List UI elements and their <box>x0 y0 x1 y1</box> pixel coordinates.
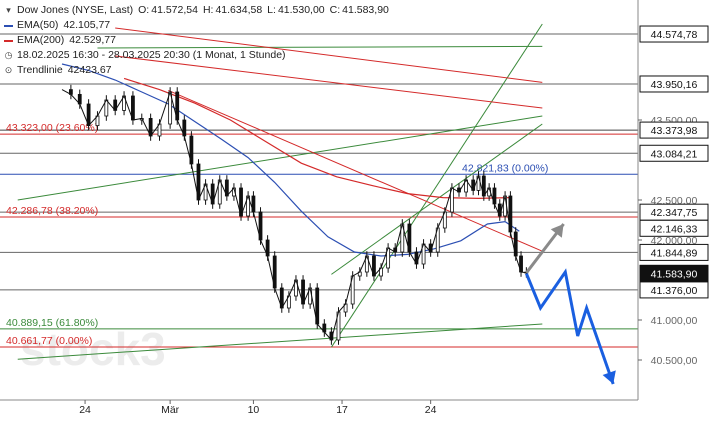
y-axis-label: 41.000,00 <box>651 315 698 327</box>
scenario-up-arrow-head <box>550 224 564 238</box>
y-axis-label: 41.844,89 <box>651 247 698 259</box>
watermark-text: stock3 <box>20 323 166 375</box>
ohlc-open-label: O: <box>138 4 150 16</box>
x-tick-label: 24 <box>425 404 437 416</box>
ohlc-close: 41.583,90 <box>342 4 389 16</box>
y-axis-label: 42.347,75 <box>651 207 698 219</box>
y-label-box-4 <box>639 144 709 162</box>
ema50-line <box>61 63 520 257</box>
level-label: 43.323,00 (23.60%) <box>6 122 98 134</box>
trendline-4 <box>97 45 543 49</box>
x-tick-label: Mär <box>161 404 180 416</box>
y-axis-label: 42.146,33 <box>651 223 698 235</box>
price-line <box>61 89 527 342</box>
clock-icon: ◷ <box>4 50 13 60</box>
legend-period: ◷ 18.02.2025 16:30 - 28.03.2025 20:30 (1… <box>4 48 389 63</box>
ema50-swatch <box>4 24 13 27</box>
y-axis-label: 44.574,78 <box>651 29 698 41</box>
scenario-down-arrow-path <box>525 268 615 385</box>
y-axis-label: 41.376,00 <box>651 285 698 297</box>
trendline-7 <box>168 89 543 252</box>
y-axis-label: 43.084,21 <box>651 148 698 160</box>
trendline-1 <box>17 323 543 360</box>
y-label-box-0 <box>639 25 709 43</box>
level-label: 40.889,15 (61.80%) <box>6 317 98 329</box>
y-label-box-10 <box>639 264 709 282</box>
ema200-swatch <box>4 39 13 42</box>
ohlc-open: 41.572,54 <box>151 4 198 16</box>
trendline-5 <box>115 27 543 83</box>
ema200-value: 42.529,77 <box>69 34 116 46</box>
x-tick-label: 24 <box>79 404 91 416</box>
x-tick-label: 10 <box>248 404 260 416</box>
trendline-label: Trendlinie <box>17 64 63 76</box>
trendline-value: 42423.67 <box>67 64 112 76</box>
legend-ema200: EMA(200) 42.529,77 <box>4 33 389 48</box>
period-text: 18.02.2025 16:30 - 28.03.2025 20:30 (1 M… <box>17 49 286 61</box>
level-label: 42.286,78 (38.20%) <box>6 205 98 217</box>
level-label: 40.661,77 (0.00%) <box>6 335 92 347</box>
ohlc-low: 41.530,00 <box>277 4 325 16</box>
trendline-6 <box>115 55 543 109</box>
legend-title-row: ▾ Dow Jones (NYSE, Last) O: 41.572,54 H:… <box>4 3 389 18</box>
ema200-label: EMA(200) <box>17 34 65 46</box>
y-axis-label: 43.950,16 <box>651 79 698 91</box>
ohlc-high-label: H: <box>202 4 214 16</box>
chart-title: Dow Jones (NYSE, Last) <box>17 4 134 16</box>
trendline-3 <box>331 123 543 275</box>
trendline-0 <box>17 115 543 201</box>
legend-trendline: ⊙ Trendlinie 42423.67 <box>4 63 389 78</box>
ohlc-close-label: C: <box>329 4 341 16</box>
ohlc-low-label: L: <box>267 4 276 16</box>
x-tick-label: 17 <box>336 404 348 416</box>
chart-legend: ▾ Dow Jones (NYSE, Last) O: 41.572,54 H:… <box>4 3 389 78</box>
y-label-box-11 <box>639 281 709 299</box>
chevron-down-icon[interactable]: ▾ <box>6 5 11 15</box>
y-axis-label: 43.373,98 <box>651 125 698 137</box>
y-label-box-7 <box>639 219 709 237</box>
scenario-down-arrow-head <box>602 370 616 384</box>
y-axis-label: 41.583,90 <box>651 268 698 280</box>
ohlc-high: 41.634,58 <box>215 4 263 16</box>
y-label-box-3 <box>639 121 709 139</box>
y-label-box-1 <box>639 75 709 93</box>
y-label-box-9 <box>639 243 709 261</box>
ema50-value: 42.105,77 <box>63 19 111 31</box>
target-icon: ⊙ <box>4 65 13 75</box>
ema50-label: EMA(50) <box>17 19 59 31</box>
y-axis-label: 40.500,00 <box>651 355 698 367</box>
legend-ema50: EMA(50) 42.105,77 <box>4 18 389 33</box>
